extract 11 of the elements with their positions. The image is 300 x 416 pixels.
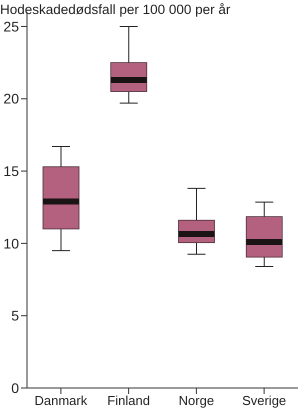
y-tick-label: 5 <box>11 308 20 324</box>
x-tick-label: Danmark <box>34 393 88 408</box>
x-tick-label: Norge <box>178 393 214 408</box>
x-tick-label: Finland <box>107 393 150 408</box>
y-tick-label: 0 <box>11 380 20 396</box>
y-tick-label: 10 <box>3 235 20 252</box>
x-tick-label: Sverige <box>242 393 286 408</box>
y-tick-label: 20 <box>3 90 20 107</box>
y-tick-label: 15 <box>3 163 20 180</box>
y-tick-label: 25 <box>3 18 20 34</box>
chart-title: Hodeskadedødsfall per 100 000 per år <box>0 2 230 17</box>
